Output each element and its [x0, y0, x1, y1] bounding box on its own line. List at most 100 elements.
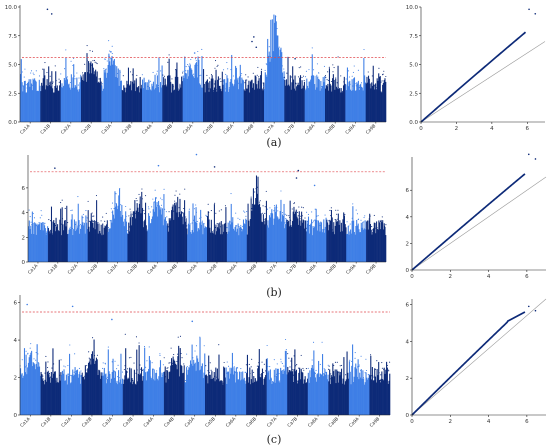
snp-point — [127, 368, 129, 370]
snp-point — [28, 209, 30, 211]
density-strip — [121, 205, 123, 262]
density-strip — [91, 219, 93, 262]
density-strip — [326, 379, 328, 415]
density-strip — [89, 358, 91, 415]
density-strip — [364, 82, 366, 122]
density-strip — [218, 354, 220, 415]
snp-point — [297, 215, 299, 217]
density-strip — [150, 222, 152, 262]
density-strip — [221, 71, 223, 122]
density-strip — [347, 372, 349, 415]
observed-pvalue-curve — [420, 31, 527, 123]
density-strip — [112, 214, 114, 262]
density-strip — [156, 202, 158, 262]
density-strip — [34, 80, 36, 122]
density-strip — [141, 207, 144, 262]
density-strip — [148, 368, 150, 415]
density-strip — [276, 35, 278, 122]
snp-point — [313, 69, 315, 71]
snp-point — [268, 46, 270, 48]
density-strip — [337, 213, 339, 262]
density-strip — [374, 368, 376, 415]
density-strip — [112, 210, 114, 262]
density-strip — [158, 376, 160, 415]
density-strip — [109, 65, 112, 122]
density-strip — [274, 206, 276, 262]
snp-point — [349, 359, 351, 361]
snp-point — [94, 61, 96, 63]
density-strip — [375, 233, 377, 262]
density-strip — [147, 90, 149, 122]
density-strip — [306, 378, 309, 415]
snp-point — [263, 85, 265, 87]
density-strip — [221, 380, 223, 415]
chromosome-block-Ca6B — [243, 66, 265, 122]
density-strip — [288, 372, 290, 415]
density-strip — [54, 371, 56, 415]
density-strip — [181, 216, 183, 262]
density-strip — [349, 231, 351, 262]
density-strip — [320, 221, 322, 262]
snp-point — [65, 49, 67, 51]
snp-point — [336, 82, 338, 84]
snp-point — [173, 210, 175, 212]
density-strip — [223, 231, 225, 262]
density-strip — [251, 369, 253, 415]
snp-point — [111, 202, 114, 204]
snp-point — [276, 207, 278, 209]
density-strip — [52, 348, 54, 415]
density-strip — [301, 80, 303, 122]
density-strip — [174, 89, 176, 122]
snp-point — [278, 373, 280, 375]
snp-point — [193, 208, 196, 210]
density-strip — [326, 86, 328, 122]
snp-point — [187, 64, 189, 66]
density-strip — [328, 224, 330, 262]
density-strip — [355, 226, 357, 262]
density-strip — [183, 212, 185, 262]
density-strip — [92, 222, 94, 262]
density-strip — [216, 91, 218, 122]
density-strip — [79, 82, 81, 122]
density-strip — [172, 204, 174, 262]
density-strip — [330, 209, 332, 262]
density-strip — [196, 355, 198, 415]
density-strip — [155, 372, 157, 415]
snp-point — [305, 76, 307, 78]
density-strip — [210, 78, 212, 122]
density-strip — [242, 219, 245, 262]
snp-point — [135, 336, 137, 338]
snp-point — [234, 371, 236, 374]
snp-point — [52, 81, 54, 83]
snp-point — [291, 208, 293, 210]
snp-point — [167, 367, 169, 369]
snp-point — [38, 222, 40, 224]
density-strip — [383, 223, 385, 262]
snp-point — [116, 368, 118, 370]
snp-point — [176, 360, 178, 362]
snp-point — [311, 47, 313, 49]
density-strip — [359, 372, 361, 415]
density-strip — [296, 216, 298, 262]
chromosome-block-Ca9B — [369, 354, 391, 415]
density-strip — [143, 77, 145, 122]
density-strip — [177, 90, 180, 122]
density-strip — [190, 68, 192, 122]
snp-point — [335, 77, 337, 79]
density-strip — [171, 206, 173, 262]
density-strip — [318, 79, 320, 122]
density-strip — [124, 92, 126, 122]
density-strip — [350, 233, 352, 262]
density-strip — [362, 221, 364, 262]
qq-x-tick-label: 4 — [490, 126, 494, 132]
snp-point — [357, 218, 360, 220]
density-strip — [87, 362, 90, 415]
snp-point — [300, 354, 302, 356]
snp-point — [145, 224, 147, 226]
snp-point — [42, 375, 44, 377]
snp-point — [214, 67, 216, 69]
density-strip — [239, 371, 241, 415]
density-strip — [201, 56, 203, 122]
density-strip — [162, 85, 164, 122]
